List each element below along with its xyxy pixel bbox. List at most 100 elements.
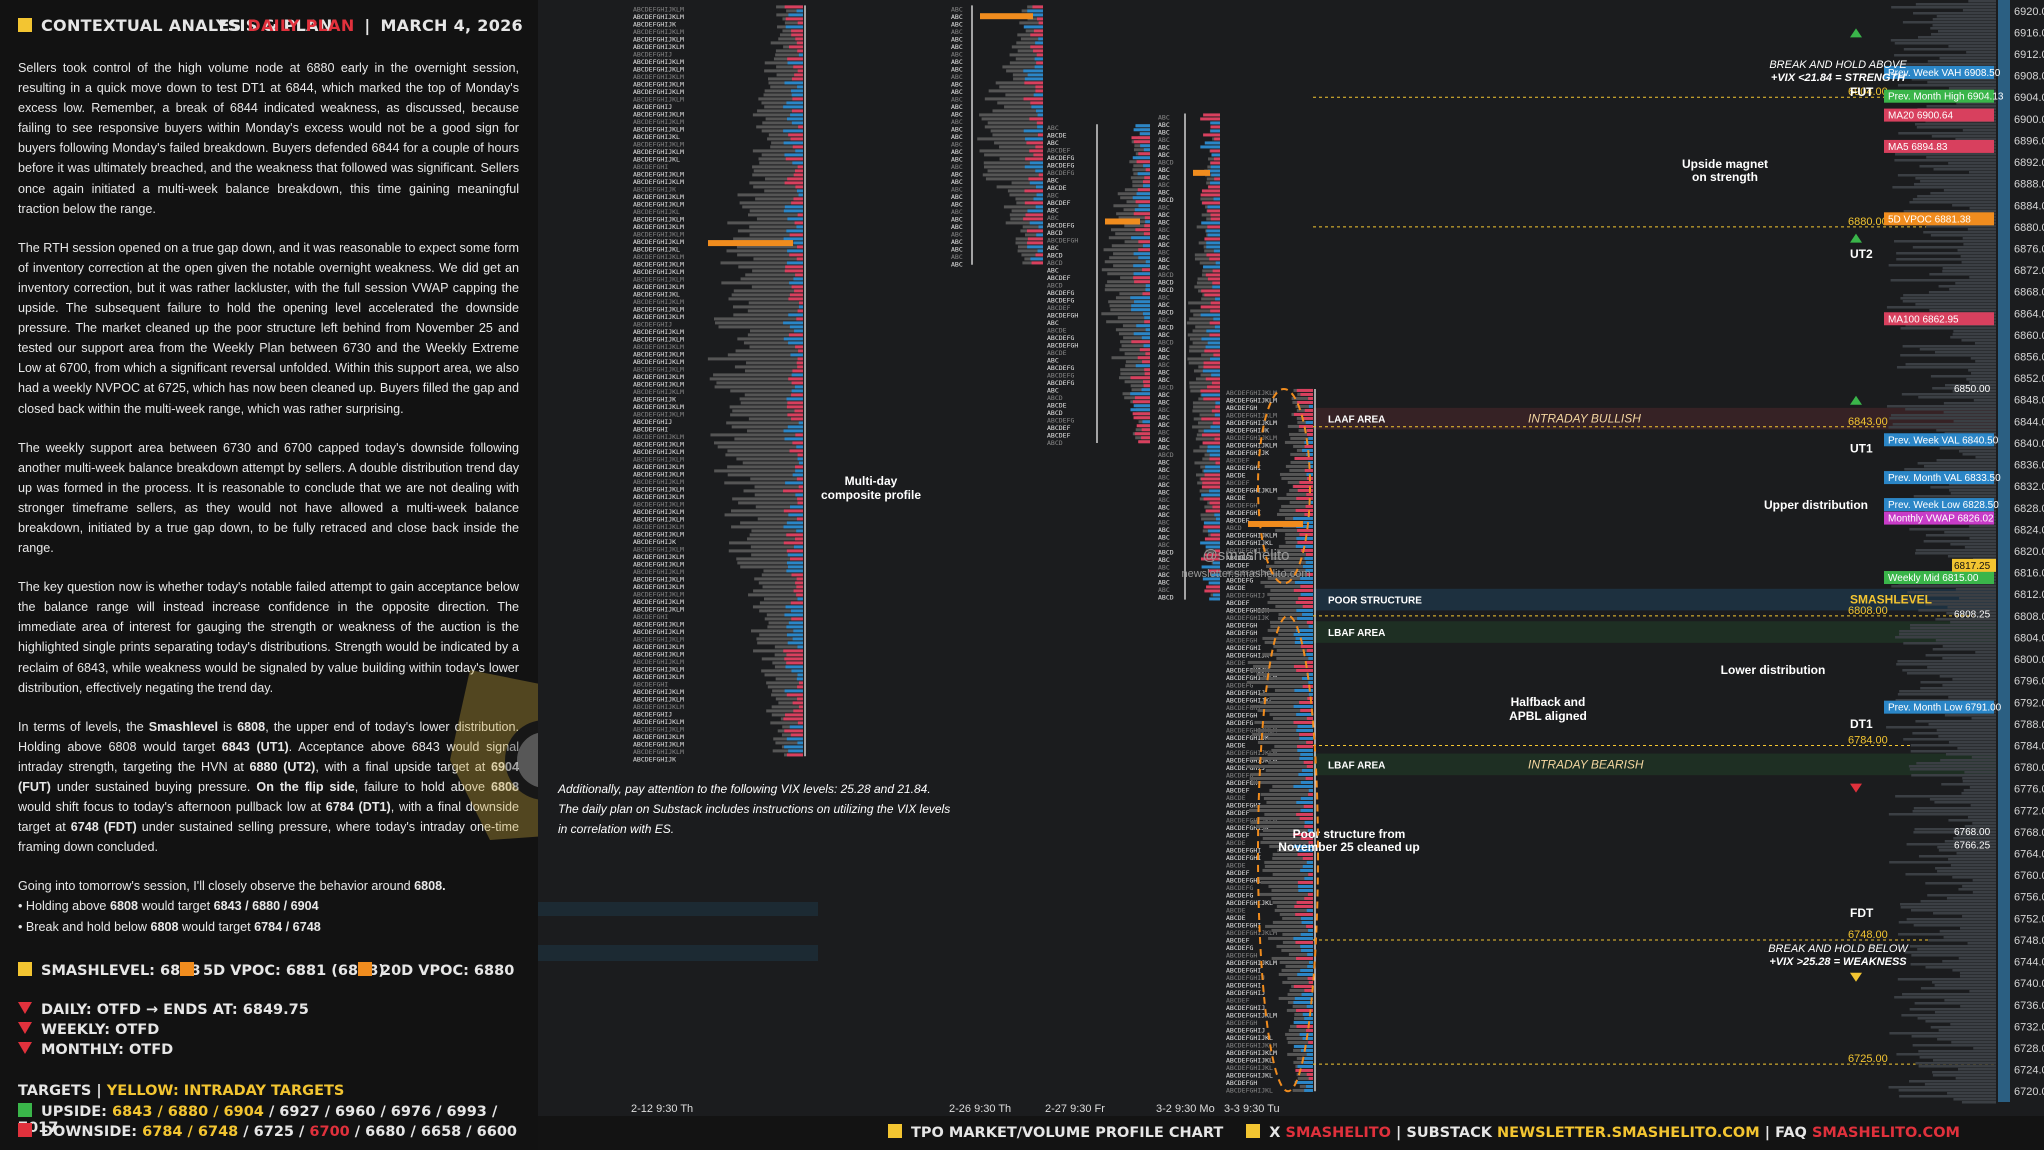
tpo-letters: ABCDEFGHIJKLM <box>1226 726 1277 734</box>
delta-bar <box>1034 57 1043 61</box>
delta-bar <box>790 113 803 117</box>
delta-bar <box>1134 300 1150 304</box>
volume-bar <box>757 517 803 521</box>
tpo-letters: ABC <box>1047 177 1059 185</box>
y-tick-label: 6776.00 <box>2014 784 2044 796</box>
volume-bar <box>754 485 803 489</box>
delta-bar <box>1029 117 1043 121</box>
volume-bar <box>1269 696 1313 700</box>
volume-bar <box>1130 176 1150 180</box>
substack-label: SUBSTACK <box>1406 1125 1492 1141</box>
tpo-letters: ABCDEFGHI <box>1226 801 1261 809</box>
tpo-letters: ABCDEFGHIJKLM <box>633 470 684 478</box>
volume-bar <box>1257 708 1313 712</box>
composite-profile-bar <box>1918 1065 1996 1068</box>
delta-bar <box>791 389 803 393</box>
volume-bar <box>1262 652 1313 656</box>
volume-bar <box>1246 764 1313 768</box>
annotation-poor-structure: Poor structure from <box>1293 827 1406 841</box>
level-tag-text: Monthly VWAP 6826.02 <box>1888 514 1994 525</box>
delta-bar <box>1035 89 1043 93</box>
tpo-letters: ABCDEFGHIJKL <box>1226 569 1273 577</box>
composite-profile-bar <box>1933 168 1996 171</box>
tpo-letters: ABCDEFGHIJ <box>1226 1026 1265 1034</box>
composite-profile-bar <box>1943 936 1996 939</box>
tpo-letters: ABCDEFG <box>1226 554 1253 562</box>
delta-bar <box>1308 656 1313 660</box>
tpo-letters: ABCDEFGHIJKLM <box>1226 396 1277 404</box>
substack-link[interactable]: NEWSLETTER.SMASHELITO.COM <box>1497 1125 1760 1141</box>
delta-bar <box>1133 276 1150 280</box>
delta-bar <box>1308 692 1313 696</box>
volume-bar <box>1124 188 1150 192</box>
delta-bar <box>1304 1056 1313 1060</box>
delta-bar <box>798 485 803 489</box>
volume-bar <box>733 237 803 241</box>
volume-bar <box>1189 345 1220 349</box>
delta-bar <box>1305 552 1313 556</box>
tpo-letters: ABC <box>951 215 963 223</box>
volume-bar <box>1267 592 1313 596</box>
delta-bar <box>1209 501 1220 505</box>
delta-bar <box>1031 105 1043 109</box>
composite-profile-bar <box>1939 675 1996 678</box>
delta-bar <box>1207 445 1220 449</box>
composite-profile-bar <box>1929 309 1996 312</box>
volume-bar <box>724 481 803 485</box>
volume-bar <box>747 537 803 541</box>
composite-profile-bar <box>1961 261 1996 264</box>
y-tick-label: 6780.00 <box>2014 762 2044 774</box>
volume-bar <box>1297 420 1313 424</box>
delta-bar <box>1305 560 1313 564</box>
composite-profile-bar <box>1928 939 1996 942</box>
tpo-letters: ABC <box>951 20 963 28</box>
delta-bar <box>793 173 803 177</box>
delta-bar <box>795 537 803 541</box>
volume-bar <box>1279 472 1313 476</box>
delta-bar <box>1297 848 1313 852</box>
composite-profile-bar <box>1936 729 1996 732</box>
delta-bar <box>793 545 803 549</box>
tpo-letters: ABCDEFGHIJKL <box>1226 1064 1273 1072</box>
volume-bar <box>742 461 803 465</box>
delta-bar <box>1028 177 1043 181</box>
delta-bar <box>791 29 803 33</box>
volume-bar <box>752 269 803 273</box>
delta-bar <box>1308 436 1313 440</box>
volume-bar <box>764 69 803 73</box>
tpo-letters: ABC <box>1158 586 1170 594</box>
delta-bar <box>1201 565 1220 569</box>
composite-profile-bar <box>1969 786 1996 789</box>
volume-bar <box>756 637 803 641</box>
volume-bar <box>1278 616 1313 620</box>
composite-profile-bar <box>1952 678 1996 681</box>
volume-bar <box>1272 920 1313 924</box>
volume-bar <box>1016 41 1043 45</box>
faq-link[interactable]: SMASHELITO.COM <box>1811 1125 1960 1141</box>
tpo-letters: ABC <box>1158 488 1170 496</box>
delta-bar <box>1136 424 1150 428</box>
x-handle-link[interactable]: SMASHELITO <box>1285 1125 1391 1141</box>
tpo-letters: ABCDEFGHIJ <box>1226 1004 1265 1012</box>
tpo-letters: ABCDEFGHIJKLM <box>633 215 684 223</box>
delta-bar <box>1030 33 1043 37</box>
tpo-letters: ABCDE <box>1047 184 1067 192</box>
composite-profile-bar <box>1911 954 1996 957</box>
delta-bar <box>796 529 803 533</box>
composite-profile-bar <box>1942 657 1996 660</box>
delta-bar <box>1306 860 1313 864</box>
tpo-letters: ABCDEFGHIJKLM <box>1226 419 1277 427</box>
composite-profile-bar <box>1932 981 1996 984</box>
volume-bar <box>1278 612 1313 616</box>
volume-bar <box>752 165 803 169</box>
composite-profile-bar <box>1917 195 1996 198</box>
tpo-letters: ABCDEFGHIJKLM <box>633 110 684 118</box>
session-poc-bar <box>1193 169 1210 176</box>
delta-bar <box>793 241 803 245</box>
delta-bar <box>1214 137 1220 141</box>
tpo-letters: ABCDEFGHIJK <box>1226 426 1269 434</box>
delta-bar <box>1205 465 1220 469</box>
composite-profile-bar <box>1956 834 1996 837</box>
volume-bar <box>742 205 803 209</box>
delta-bar <box>795 149 803 153</box>
